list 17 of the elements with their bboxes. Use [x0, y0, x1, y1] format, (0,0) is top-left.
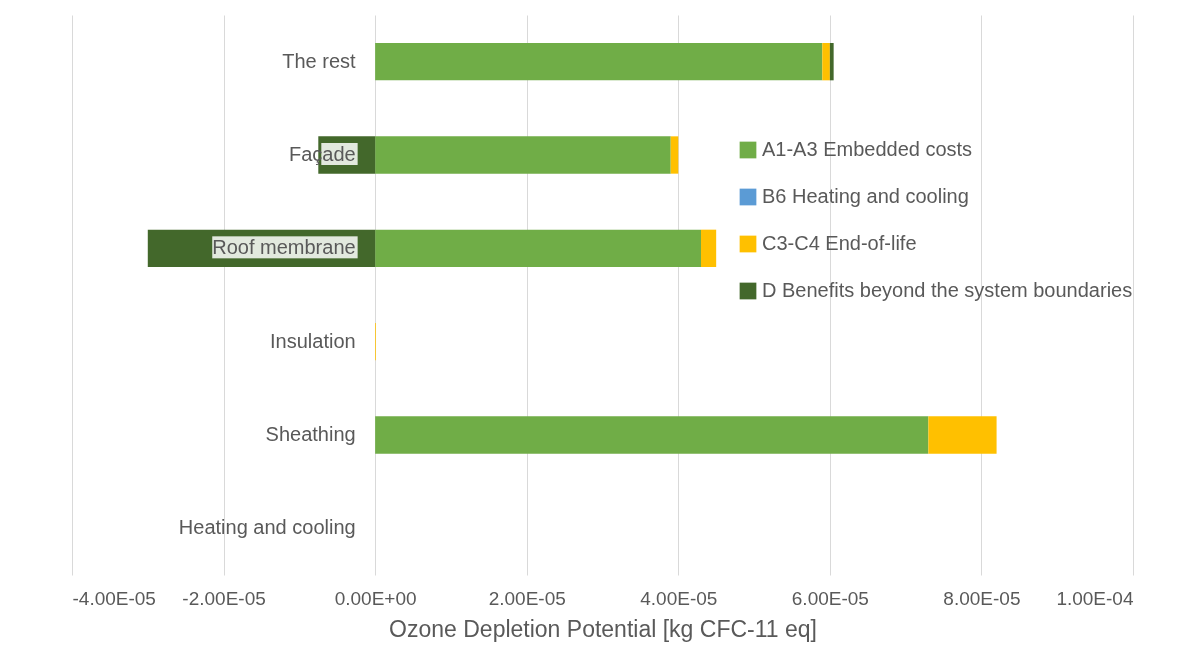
x-tick-label: -2.00E-05	[182, 587, 266, 609]
x-tick-label: 0.00E+00	[334, 587, 417, 609]
legend-label: C3-C4 End-of-life	[762, 232, 917, 254]
y-tick-label: Insulation	[270, 329, 356, 352]
x-tick-label: 8.00E-05	[943, 587, 1021, 609]
y-tick-label: Sheathing	[265, 423, 356, 445]
legend-label: D Benefits beyond the system boundaries	[762, 279, 1133, 301]
x-tick-label: 4.00E-05	[640, 587, 718, 609]
legend-label: B6 Heating and cooling	[762, 185, 969, 207]
x-axis-title: Ozone Depletion Potential [kg CFC-11 eq]	[389, 615, 817, 642]
legend-label: A1-A3 Embedded costs	[762, 138, 973, 160]
x-tick-label: -4.00E-05	[72, 587, 156, 609]
y-tick-label: Heating and cooling	[178, 516, 356, 539]
x-tick-label: 6.00E-05	[791, 587, 869, 609]
y-tick-label: The rest	[282, 49, 357, 72]
x-tick-label: 2.00E-05	[488, 587, 566, 609]
x-tick-label: 1.00E-04	[1056, 587, 1134, 609]
